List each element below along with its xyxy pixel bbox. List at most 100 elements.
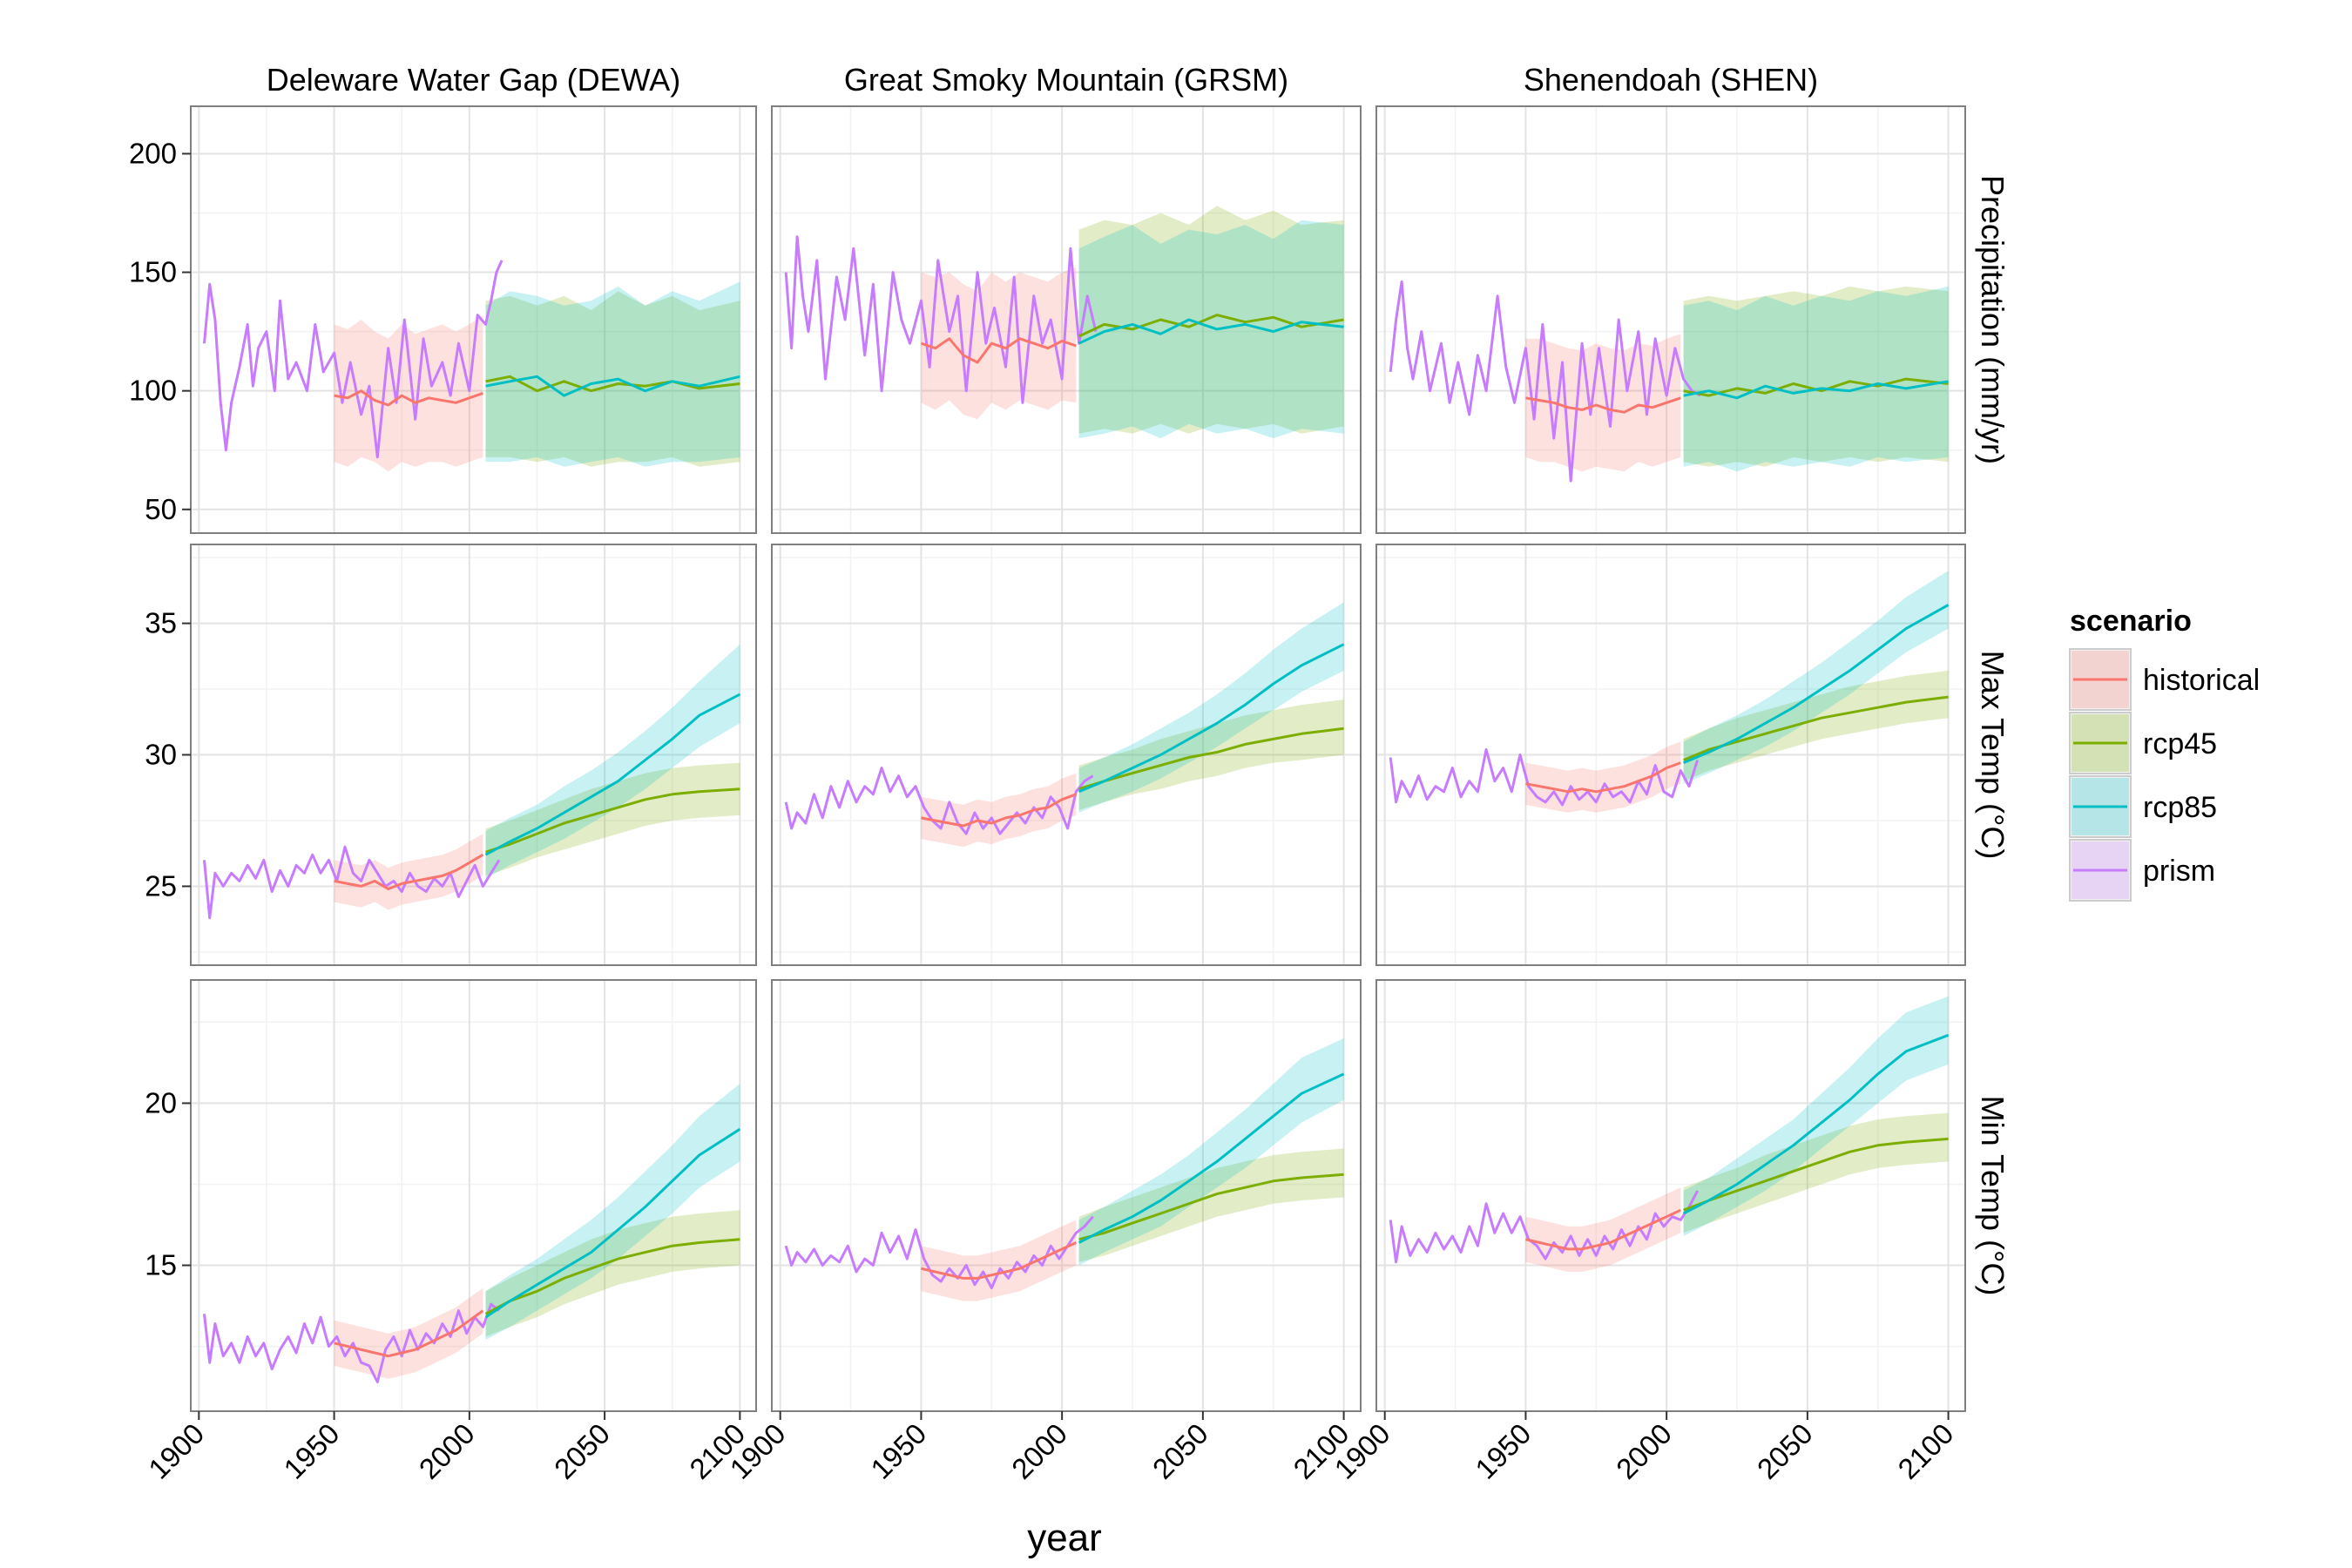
facet-row-label: Min Temp (°C) (1975, 1096, 2011, 1296)
series-line-rcp45 (1078, 1173, 1344, 1241)
band-historical (921, 1220, 1077, 1301)
series-line-historical (921, 1241, 1077, 1280)
x-tick-label: 2050 (548, 1417, 616, 1485)
series-line-prism (1389, 1190, 1700, 1264)
series-line-rcp85 (1078, 1072, 1345, 1244)
series-line-prism (203, 260, 504, 459)
series-line-historical (334, 1309, 484, 1358)
band-rcp45 (1078, 1148, 1344, 1262)
legend: scenario historical rcp45 rcp85 prism (2069, 605, 2260, 902)
band-rcp85 (1078, 220, 1344, 439)
y-tick-label: 20 (145, 1086, 177, 1119)
legend-label: historical (2143, 664, 2260, 697)
series-line-historical (1525, 1208, 1681, 1251)
series-line-historical (1525, 396, 1681, 414)
band-rcp45 (485, 762, 740, 876)
series-line-prism (784, 235, 1098, 404)
legend-item-historical: historical (2069, 648, 2260, 711)
band-rcp85 (485, 1084, 740, 1341)
series-line-historical (1525, 761, 1681, 794)
panel-border (1375, 979, 1966, 1412)
panel-precipitation-mm-yr-shenendoah-shen (1375, 105, 1966, 534)
series-line-rcp85 (485, 375, 740, 397)
band-rcp45 (1078, 700, 1344, 810)
panel-border (190, 105, 757, 534)
series-line-rcp85 (1078, 318, 1344, 345)
y-tick-label: 30 (145, 739, 177, 771)
series-line-rcp45 (484, 1238, 740, 1315)
legend-label: rcp45 (2143, 727, 2217, 760)
facet-strips: Deleware Water Gap (DEWA) Great Smoky Mou… (267, 62, 2011, 1295)
facet-column-label: Shenendoah (SHEN) (1524, 62, 1818, 98)
series-line-prism (203, 845, 501, 920)
band-historical (921, 773, 1077, 848)
panel-border (1375, 544, 1966, 966)
legend-label: rcp85 (2143, 791, 2217, 824)
series-line-rcp85 (1682, 1033, 1950, 1215)
band-rcp45 (485, 1210, 740, 1337)
band-rcp45 (1683, 670, 1949, 781)
panel-border (771, 979, 1362, 1412)
y-tick-label: 150 (129, 256, 177, 288)
x-tick-label: 2050 (1751, 1417, 1819, 1485)
panel-precipitation-mm-yr-deleware-water-gap-dewa (190, 105, 757, 534)
series-line-historical (920, 337, 1077, 364)
y-tick-label: 15 (145, 1249, 177, 1281)
x-tick-label: 1950 (1469, 1417, 1537, 1485)
panel-background (1376, 106, 1965, 533)
x-tick-label: 2000 (1005, 1417, 1073, 1485)
y-tick-label: 200 (129, 137, 177, 169)
panel-background (191, 106, 756, 533)
band-rcp45 (1683, 1112, 1949, 1233)
x-tick-label: 1950 (277, 1417, 345, 1485)
band-rcp85 (1683, 286, 1949, 472)
series-line-rcp45 (485, 787, 740, 854)
band-rcp45 (1683, 286, 1949, 467)
panel-border (190, 979, 757, 1412)
y-tick-label: 100 (129, 375, 177, 407)
legend-item-rcp85: rcp85 (2069, 775, 2217, 838)
series-line-rcp85 (484, 1127, 741, 1319)
legend-title: scenario (2070, 605, 2192, 638)
panel-precipitation-mm-yr-great-smoky-mountain-grsm (771, 105, 1362, 534)
y-axes: 50 100 150 200 25 30 35 15 20 (129, 137, 191, 1281)
x-tick-label: 2000 (1610, 1417, 1678, 1485)
facet-column-label: Deleware Water Gap (DEWA) (267, 62, 680, 98)
series-line-historical (334, 389, 483, 407)
y-tick-label: 50 (145, 493, 177, 525)
panel-border (771, 544, 1362, 966)
panel-border (1375, 105, 1966, 534)
band-historical (334, 834, 483, 910)
panel-min-temp-c-deleware-water-gap-dewa (190, 979, 757, 1412)
x-tick-label: 2050 (1146, 1417, 1214, 1485)
legend-item-rcp45: rcp45 (2069, 712, 2217, 774)
panel-max-temp-c-shenendoah-shen (1375, 544, 1966, 966)
series-line-rcp85 (1683, 604, 1950, 764)
panel-border (771, 105, 1362, 534)
facet-panels (190, 105, 1966, 1412)
x-tick-label: 2100 (1891, 1417, 1959, 1485)
series-line-prism (784, 767, 1094, 835)
facet-row-label: Max Temp (°C) (1975, 651, 2011, 860)
series-line-historical (334, 853, 484, 890)
band-rcp85 (1078, 602, 1344, 813)
panel-min-temp-c-great-smoky-mountain-grsm (771, 979, 1362, 1412)
panel-background (772, 980, 1361, 1411)
legend-item-prism: prism (2069, 839, 2215, 902)
band-historical (334, 314, 483, 472)
x-tick-label: 1950 (864, 1417, 932, 1485)
series-line-rcp85 (484, 693, 741, 856)
facet-column-label: Great Smoky Mountain (GRSM) (844, 62, 1288, 98)
x-tick-label: 1900 (142, 1417, 210, 1485)
panel-max-temp-c-deleware-water-gap-dewa (190, 544, 757, 966)
x-axis-label: year (1027, 1517, 1102, 1559)
y-tick-label: 25 (145, 869, 177, 902)
band-historical (1525, 741, 1681, 813)
series-line-rcp45 (1078, 727, 1344, 791)
panel-background (1376, 980, 1965, 1411)
series-line-prism (784, 1215, 1094, 1290)
facet-row-label: Precipitation (mm/yr) (1975, 175, 2011, 464)
series-line-prism (1389, 748, 1700, 807)
